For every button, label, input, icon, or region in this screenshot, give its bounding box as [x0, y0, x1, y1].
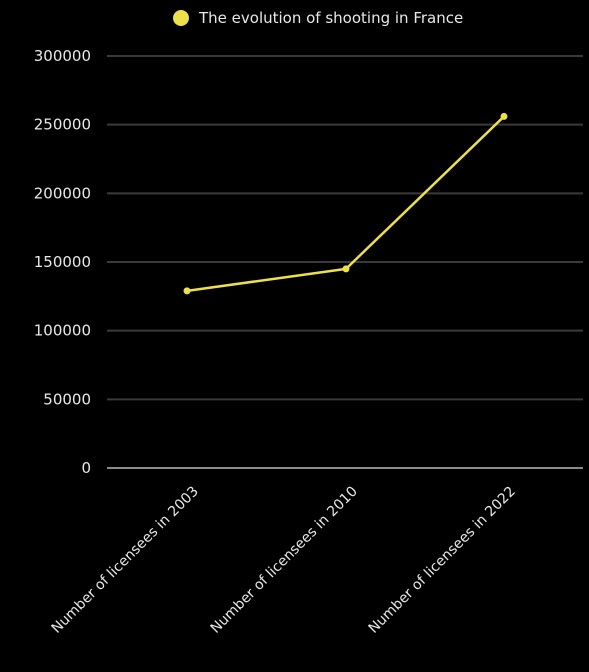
y-tick-label: 50000 [43, 390, 91, 408]
data-point[interactable] [500, 112, 508, 120]
x-tick-label: Number of licensees in 2003 [49, 484, 202, 637]
x-tick-label: Number of licensees in 2022 [366, 484, 519, 637]
y-tick-label: 250000 [34, 116, 91, 134]
x-axis-labels: Number of licensees in 2003 Number of lic… [49, 484, 519, 637]
series-line [186, 115, 505, 293]
data-point[interactable] [183, 287, 191, 295]
data-point[interactable] [342, 265, 350, 273]
legend: The evolution of shooting in France [173, 9, 463, 27]
y-tick-label: 300000 [34, 47, 91, 65]
y-tick-label: 100000 [34, 322, 91, 340]
x-tick-label: Number of licensees in 2010 [208, 484, 361, 637]
y-tick-label: 150000 [34, 253, 91, 271]
y-tick-label: 0 [81, 459, 91, 477]
y-axis-ticks: 0 50000 100000 150000 200000 250000 300000 [34, 47, 91, 477]
legend-label: The evolution of shooting in France [198, 9, 463, 27]
legend-marker [173, 10, 189, 26]
series-layer [183, 112, 508, 295]
y-tick-label: 200000 [34, 184, 91, 202]
grid [107, 55, 583, 469]
